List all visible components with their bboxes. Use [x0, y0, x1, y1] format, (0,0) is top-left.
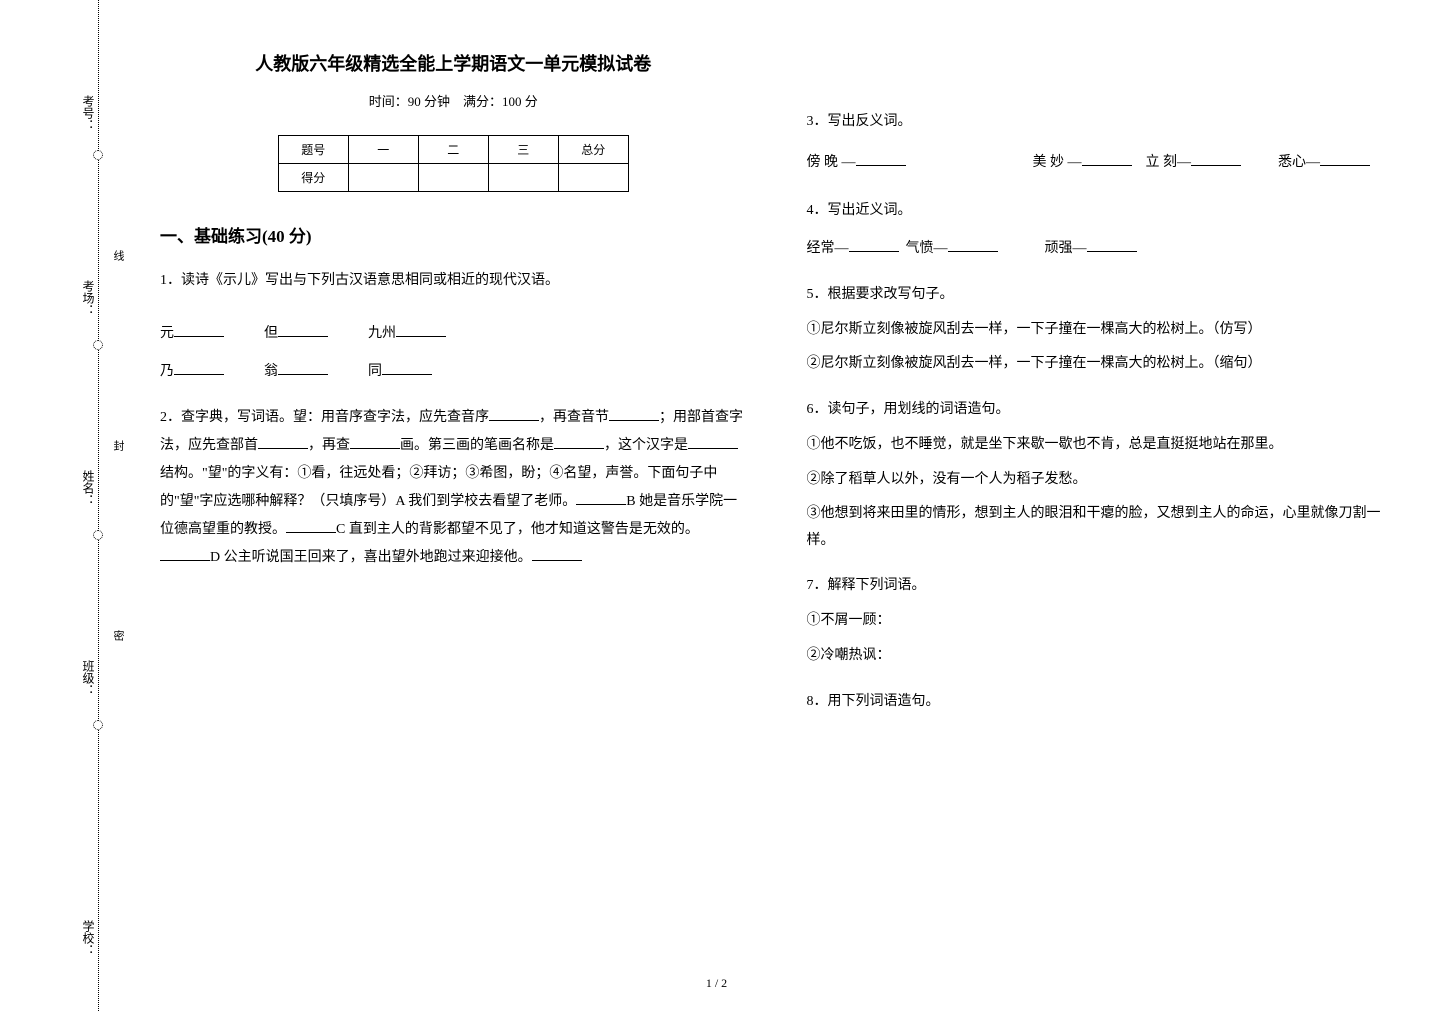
answer-blank[interactable]	[849, 238, 899, 252]
question-7: 7．解释下列词语。 ①不屑一顾： ②冷嘲热讽：	[807, 572, 1394, 669]
seal-text-1: 线	[110, 250, 126, 276]
binding-label-school: 学校：	[80, 920, 97, 956]
answer-blank[interactable]	[1087, 238, 1137, 252]
answer-blank[interactable]	[278, 323, 328, 337]
answer-blank[interactable]	[609, 407, 659, 421]
exam-title: 人教版六年级精选全能上学期语文一单元模拟试卷	[160, 50, 747, 76]
q3-stem: 3．写出反义词。	[807, 108, 1394, 136]
q6-item-1: ①他不吃饭，也不睡觉，就是坐下来歇一歇也不肯，总是直挺挺地站在那里。	[807, 432, 1394, 459]
right-column: 3．写出反义词。 傍 晚 — 美 妙 — 立 刻— 悉心— 4．写出近义词。 经…	[807, 50, 1394, 734]
answer-blank[interactable]	[532, 547, 582, 561]
score-cell[interactable]	[558, 164, 628, 192]
answer-blank[interactable]	[278, 361, 328, 375]
q4-stem: 4．写出近义词。	[807, 197, 1394, 225]
answer-blank[interactable]	[350, 435, 400, 449]
q8-stem: 8．用下列词语造句。	[807, 688, 1394, 716]
question-5: 5．根据要求改写句子。 ①尼尔斯立刻像被旋风刮去一样，一下子撞在一棵高大的松树上…	[807, 281, 1394, 378]
q6-stem: 6．读句子，用划线的词语造句。	[807, 396, 1394, 424]
q4-item: 顽强—	[1045, 241, 1087, 256]
score-table: 题号 一 二 三 总分 得分	[278, 135, 629, 192]
q7-item-1: ①不屑一顾：	[807, 608, 1394, 635]
circle-marker	[93, 340, 103, 350]
answer-blank[interactable]	[286, 519, 336, 533]
answer-blank[interactable]	[382, 361, 432, 375]
q2-text: ，再查音节	[539, 410, 609, 425]
q1-item: 元	[160, 326, 174, 341]
seal-text-3: 密	[110, 630, 126, 656]
q6-item-2: ②除了稻草人以外，没有一个人为稻子发愁。	[807, 467, 1394, 494]
q2-text: D 公主听说国王回来了，喜出望外地跑过来迎接他。	[210, 550, 532, 565]
answer-blank[interactable]	[1082, 152, 1132, 166]
binding-label-name: 姓名：	[80, 470, 97, 506]
q3-item: 立 刻—	[1146, 155, 1192, 170]
binding-label-class: 班级：	[80, 660, 97, 696]
q1-item: 同	[368, 364, 382, 379]
answer-blank[interactable]	[174, 323, 224, 337]
circle-marker	[93, 150, 103, 160]
q5-item-1: ①尼尔斯立刻像被旋风刮去一样，一下子撞在一棵高大的松树上。（仿写）	[807, 317, 1394, 344]
q2-text: ，这个汉字是	[604, 438, 688, 453]
score-cell[interactable]	[418, 164, 488, 192]
question-4: 4．写出近义词。 经常— 气愤— 顽强—	[807, 197, 1394, 263]
score-header: 总分	[558, 136, 628, 164]
page-number: 1 / 2	[706, 976, 727, 991]
q6-item-3: ③他想到将来田里的情形，想到主人的眼泪和干瘪的脸，又想到主人的命运，心里就像刀割…	[807, 501, 1394, 554]
answer-blank[interactable]	[554, 435, 604, 449]
answer-blank[interactable]	[396, 323, 446, 337]
binding-label-exam-id: 考号：	[80, 95, 97, 131]
q1-item: 翁	[264, 364, 278, 379]
question-2: 2．查字典，写词语。望：用音序查字法，应先查音序，再查音节；用部首查字法，应先查…	[160, 404, 747, 572]
exam-subtitle: 时间：90 分钟 满分：100 分	[160, 91, 747, 110]
answer-blank[interactable]	[160, 547, 210, 561]
question-1: 1．读诗《示儿》写出与下列古汉语意思相同或相近的现代汉语。 元 但 九州 乃 翁…	[160, 267, 747, 386]
seal-text-2: 封	[110, 440, 126, 466]
score-header: 题号	[278, 136, 348, 164]
section-1-header: 一、基础练习(40 分)	[160, 222, 747, 247]
answer-blank[interactable]	[174, 361, 224, 375]
answer-blank[interactable]	[1191, 152, 1241, 166]
q1-item: 但	[264, 326, 278, 341]
score-cell[interactable]	[488, 164, 558, 192]
q3-item: 悉心—	[1278, 155, 1320, 170]
binding-label-room: 考场：	[80, 280, 97, 316]
circle-marker	[93, 720, 103, 730]
answer-blank[interactable]	[856, 152, 906, 166]
q4-item: 气愤—	[906, 241, 948, 256]
q3-item: 傍 晚 —	[807, 155, 856, 170]
main-content: 人教版六年级精选全能上学期语文一单元模拟试卷 时间：90 分钟 满分：100 分…	[160, 50, 1393, 734]
answer-blank[interactable]	[1320, 152, 1370, 166]
q1-stem: 1．读诗《示儿》写出与下列古汉语意思相同或相近的现代汉语。	[160, 267, 747, 295]
answer-blank[interactable]	[489, 407, 539, 421]
score-cell[interactable]	[348, 164, 418, 192]
q1-item: 乃	[160, 364, 174, 379]
q7-stem: 7．解释下列词语。	[807, 572, 1394, 600]
q2-text: C 直到主人的背影都望不见了，他才知道这警告是无效的。	[336, 522, 699, 537]
q3-item: 美 妙 —	[1033, 155, 1082, 170]
q7-item-2: ②冷嘲热讽：	[807, 643, 1394, 670]
binding-strip: 考号： 考场： 姓名： 班级： 学校： 线 封 密	[80, 0, 110, 1011]
q2-text: 2．查字典，写词语。望：用音序查字法，应先查音序	[160, 410, 489, 425]
question-8: 8．用下列词语造句。	[807, 688, 1394, 716]
q4-item: 经常—	[807, 241, 849, 256]
q5-item-2: ②尼尔斯立刻像被旋风刮去一样，一下子撞在一棵高大的松树上。（缩句）	[807, 351, 1394, 378]
q1-item: 九州	[368, 326, 396, 341]
circle-marker	[93, 530, 103, 540]
left-column: 人教版六年级精选全能上学期语文一单元模拟试卷 时间：90 分钟 满分：100 分…	[160, 50, 747, 734]
answer-blank[interactable]	[948, 238, 998, 252]
q2-text: 画。第三画的笔画名称是	[400, 438, 554, 453]
score-row-label: 得分	[278, 164, 348, 192]
question-6: 6．读句子，用划线的词语造句。 ①他不吃饭，也不睡觉，就是坐下来歇一歇也不肯，总…	[807, 396, 1394, 554]
question-3: 3．写出反义词。 傍 晚 — 美 妙 — 立 刻— 悉心—	[807, 108, 1394, 179]
score-header: 一	[348, 136, 418, 164]
score-header: 三	[488, 136, 558, 164]
answer-blank[interactable]	[576, 491, 626, 505]
q5-stem: 5．根据要求改写句子。	[807, 281, 1394, 309]
answer-blank[interactable]	[688, 435, 738, 449]
score-header: 二	[418, 136, 488, 164]
answer-blank[interactable]	[258, 435, 308, 449]
q2-text: ，再查	[308, 438, 350, 453]
